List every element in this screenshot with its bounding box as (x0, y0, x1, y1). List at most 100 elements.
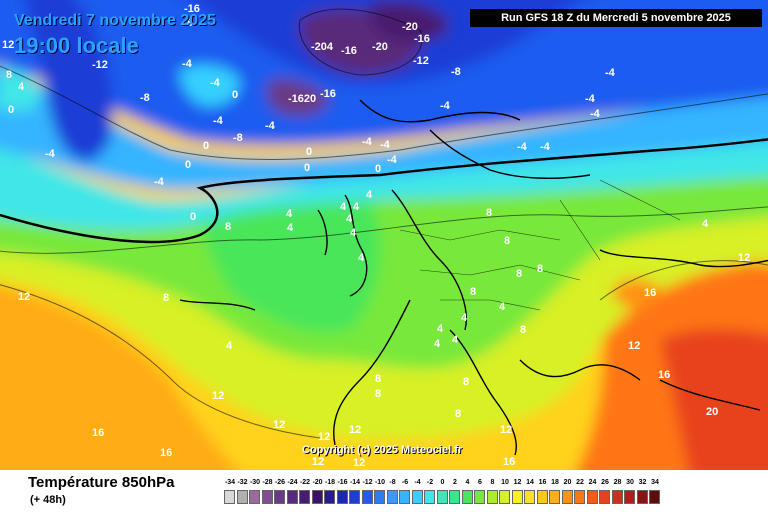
temperature-value-label: 4 (350, 227, 357, 239)
temperature-value-label: 12 (18, 291, 30, 303)
temperature-value-label: 12 (353, 457, 365, 469)
temperature-value-label: -1620 (288, 93, 316, 105)
temperature-value-label: -20 (402, 21, 418, 33)
legend-tick-label: 10 (501, 479, 509, 486)
temperature-value-label: -4 (210, 77, 221, 89)
temperature-value-label: 8 (520, 324, 526, 336)
legend-color-cell (224, 490, 235, 504)
legend-color-cell (424, 490, 435, 504)
temperature-value-label: 4 (340, 201, 347, 213)
temperature-value-label: 0 (306, 146, 312, 158)
legend-tick-label: -20 (312, 479, 323, 486)
temperature-value-label: 8 (470, 286, 476, 298)
legend-color-cell (399, 490, 410, 504)
temperature-value-label: -8 (183, 17, 193, 29)
temperature-value-label: -4 (182, 58, 193, 70)
legend-color-cell (361, 490, 373, 504)
legend-color-cell (411, 490, 423, 504)
legend-color-cell (524, 490, 535, 504)
temperature-value-label: 8 (516, 268, 522, 280)
temperature-value-label: 0 (203, 140, 209, 152)
temperature-value-label: -16 (184, 3, 200, 15)
legend-color-cell (599, 490, 610, 504)
temperature-value-label: -16 (341, 45, 357, 57)
temperature-value-label: 4 (358, 252, 365, 264)
legend-color-cell (636, 490, 648, 504)
temperature-value-label: 4 (437, 323, 444, 335)
legend-tick-label: 26 (601, 479, 609, 486)
legend-color-cell (511, 490, 523, 504)
temperature-value-label: 8 (375, 373, 381, 385)
temperature-value-label: -204 (311, 41, 334, 53)
legend-tick-label: -28 (262, 479, 273, 486)
temperature-value-label: 16 (658, 369, 670, 381)
temperature-value-label: 8 (537, 263, 543, 275)
legend-tick-label: 22 (576, 479, 584, 486)
legend-color-cell (324, 490, 335, 504)
legend-tick-label: -30 (249, 479, 261, 486)
temperature-value-label: -8 (140, 92, 150, 104)
temperature-value-label: -4 (213, 115, 224, 127)
temperature-value-label: 12 (2, 39, 14, 51)
legend-tick-label: -16 (337, 479, 348, 486)
legend-tick-label: 8 (490, 479, 495, 486)
temperature-map: -16 -8 -12 -8 -20 -16 -20 -16 -204 -12 -1620 -16 -8-… (0, 0, 768, 470)
legend-color-cell (286, 490, 298, 504)
temperature-value-label: -4 (605, 67, 616, 79)
temperature-value-label: 0 (375, 163, 381, 175)
temperature-value-label: -4 (380, 139, 391, 151)
temperature-value-label: -4 (517, 141, 528, 153)
temperature-value-label: -4 (585, 93, 596, 105)
temperature-value-label: 4 (366, 189, 373, 201)
temperature-value-label: -4 (362, 136, 373, 148)
temperature-value-label: 16 (92, 427, 104, 439)
temperature-value-label: 12 (212, 390, 224, 402)
legend-color-cell (536, 490, 548, 504)
temperature-value-label: -8 (233, 132, 243, 144)
map-svg: -16-8-12-8-20-16-20-16-204-12-1620 -16-8-… (0, 0, 768, 470)
temperature-value-label: 8 (163, 292, 169, 304)
legend-tick-label: -8 (389, 479, 396, 486)
legend-color-cell (349, 490, 360, 504)
legend-tick-label: -4 (414, 479, 421, 486)
legend-color-cell (649, 490, 660, 504)
temperature-value-label: 8 (225, 221, 231, 233)
temperature-value-label: 16 (644, 287, 656, 299)
temperature-value-label: 4 (702, 218, 709, 230)
temperature-value-label: -8 (451, 66, 461, 78)
parameter-name: Température 850hPa (28, 474, 175, 491)
legend-color-cell (299, 490, 310, 504)
legend-color-cell (499, 490, 510, 504)
legend-tick-label: 20 (563, 479, 572, 486)
temperature-value-label: -16 (414, 33, 430, 45)
valid-date-title: Vendredi 7 novembre 2025 (14, 12, 216, 29)
temperature-value-label: -4 (387, 154, 398, 166)
legend-tick-label: -24 (287, 479, 298, 486)
legend-tick-label: 34 (651, 479, 659, 486)
legend-color-cell (611, 490, 623, 504)
legend-color-cell (274, 490, 285, 504)
temperature-value-label: 4 (286, 208, 293, 220)
temperature-value-label: 0 (304, 162, 310, 174)
legend-tick-label: 18 (551, 479, 559, 486)
legend-tick-label: 4 (465, 479, 470, 486)
legend-tick-label: -34 (224, 479, 236, 486)
temperature-value-label: 4 (226, 340, 233, 352)
temperature-value-label: 12 (312, 456, 324, 468)
temperature-value-label: -4 (540, 141, 551, 153)
copyright-notice: Copyright (c) 2025 Meteociel.fr (302, 444, 463, 456)
legend-tick-label: -6 (401, 479, 409, 486)
legend-tick-label: 6 (478, 479, 482, 486)
temperature-value-label: -4 (154, 176, 165, 188)
legend-color-cell (436, 490, 448, 504)
legend-color-cell (461, 490, 473, 504)
temperature-value-label: 4 (452, 334, 459, 346)
legend-tick-label: -2 (426, 479, 434, 486)
temperature-value-label: 0 (190, 211, 196, 223)
legend-tick-label: 32 (638, 479, 647, 486)
legend-tick-label: 14 (526, 479, 534, 486)
legend-color-cell (261, 490, 273, 504)
legend-color-cell (586, 490, 598, 504)
temperature-value-label: 0 (8, 104, 14, 116)
temperature-value-label: -12 (92, 59, 108, 71)
